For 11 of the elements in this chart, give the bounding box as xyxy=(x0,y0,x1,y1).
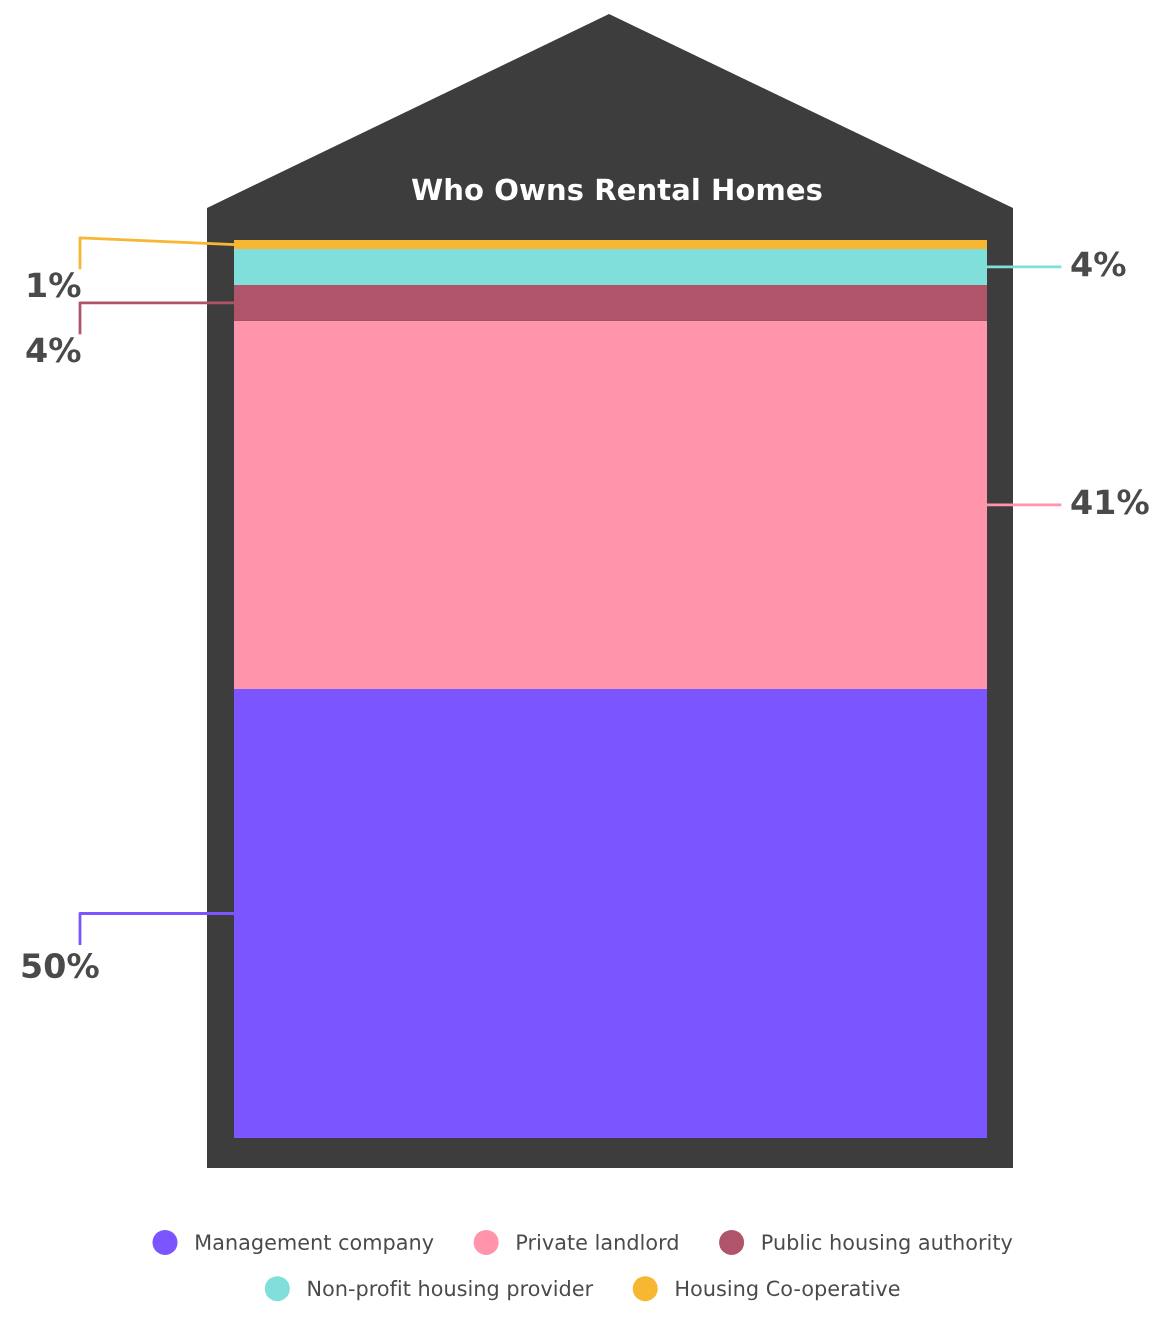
legend-label: Private landlord xyxy=(517,1233,678,1251)
chart-title: Who Owns Rental Homes xyxy=(411,177,822,201)
data-label: 50% xyxy=(22,952,99,979)
legend-label: Non-profit housing provider xyxy=(308,1280,594,1301)
data-label: 41% xyxy=(1071,489,1149,515)
data-label: 4% xyxy=(1071,251,1126,277)
data-label: 4% xyxy=(26,337,81,363)
legend-label: Management company xyxy=(196,1234,434,1255)
data-label: 1% xyxy=(28,272,81,298)
legend-label: Housing Co-operative xyxy=(676,1280,900,1301)
legend-label: Public housing authority xyxy=(762,1233,1013,1255)
